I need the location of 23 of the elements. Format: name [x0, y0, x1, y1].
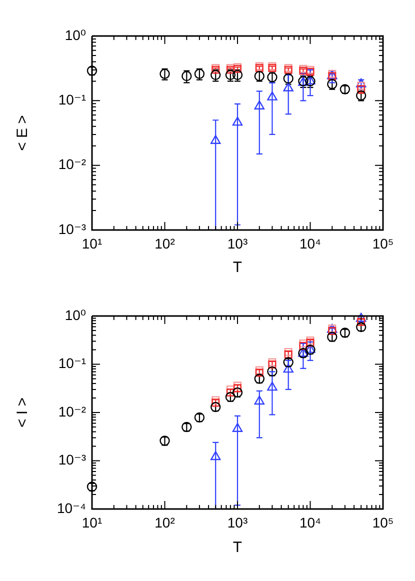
x-axis-title: T: [232, 539, 242, 556]
x-axis-title: T: [232, 259, 242, 276]
x-tick-label: 10³: [227, 235, 248, 252]
x-tick-label: 10²: [154, 235, 176, 252]
x-tick-label: 10⁵: [372, 514, 394, 530]
y-tick-label: 10⁻³: [58, 220, 86, 237]
y-tick-label: 10⁻¹: [58, 355, 86, 372]
x-tick-label: 10³: [227, 514, 248, 530]
y-tick-label: 10⁻³: [58, 452, 86, 468]
y-tick-label: 10⁻²: [58, 156, 86, 172]
y-tick-label: 10⁰: [64, 306, 86, 323]
y-axis-title: < E >: [14, 114, 32, 151]
y-tick-label: 10⁻¹: [58, 92, 86, 108]
y-tick-label: 10⁻⁴: [57, 500, 86, 516]
y-axis-title: < I >: [14, 397, 32, 428]
x-tick-label: 10¹: [82, 235, 102, 252]
x-tick-label: 10²: [154, 514, 176, 530]
y-tick-label: 10⁻²: [58, 403, 86, 420]
x-tick-label: 10⁴: [299, 514, 322, 530]
x-tick-label: 10¹: [82, 514, 102, 530]
x-tick-label: 10⁴: [299, 235, 322, 252]
x-tick-label: 10⁵: [372, 235, 394, 252]
y-tick-label: 10⁰: [64, 26, 86, 43]
